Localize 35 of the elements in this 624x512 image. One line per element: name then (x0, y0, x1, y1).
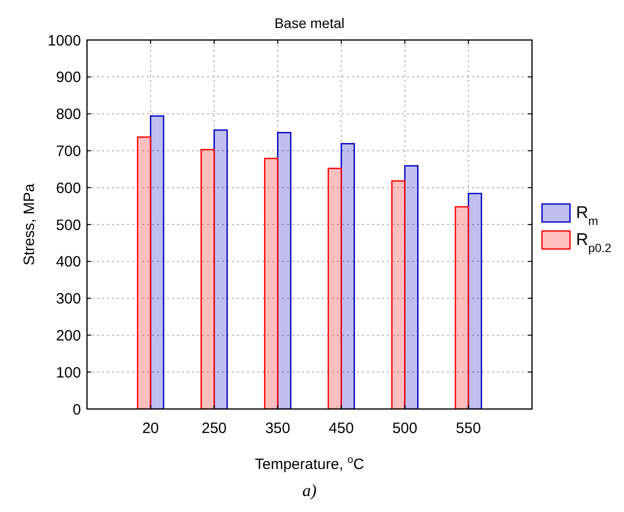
y-tick-label: 1000 (48, 32, 81, 50)
y-tick-label: 400 (56, 254, 81, 271)
y-tick-label: 500 (56, 216, 81, 234)
x-tick-label: 250 (202, 420, 227, 437)
bar (277, 132, 292, 409)
y-tick-label: 800 (56, 106, 81, 124)
y-tick-label: 100 (56, 364, 81, 382)
x-tick-label: 450 (328, 420, 354, 437)
x-tick-label: 350 (265, 420, 290, 437)
bar (150, 115, 164, 409)
y-tick-label: 600 (56, 180, 81, 197)
bar (454, 206, 470, 409)
y-tick-label: 300 (56, 290, 81, 308)
x-tick-label: 500 (392, 420, 418, 437)
bar (200, 148, 215, 409)
x-tick-label: 550 (456, 420, 481, 437)
y-tick-label: 900 (56, 69, 81, 86)
x-tick-label: 20 (142, 420, 159, 437)
bar (136, 136, 152, 409)
bar (404, 165, 419, 409)
bar (328, 168, 342, 409)
chart-title: Base metal (274, 15, 345, 31)
bar (391, 180, 406, 409)
y-tick-label: 0 (72, 401, 81, 418)
y-tick-label: 700 (56, 142, 81, 160)
x-axis-title: Temperature, $^{o}$C (254, 454, 364, 473)
y-tick-label: 200 (56, 327, 81, 344)
bar (213, 129, 228, 409)
bar (468, 192, 482, 409)
legend-label: R$_{p0.2}$ (576, 230, 612, 255)
text: a) (302, 481, 317, 500)
legend-label: R$_{m}$ (576, 203, 598, 228)
bar (264, 158, 278, 409)
bar (340, 143, 355, 409)
y-axis-title: Stress, MPa (21, 183, 38, 266)
